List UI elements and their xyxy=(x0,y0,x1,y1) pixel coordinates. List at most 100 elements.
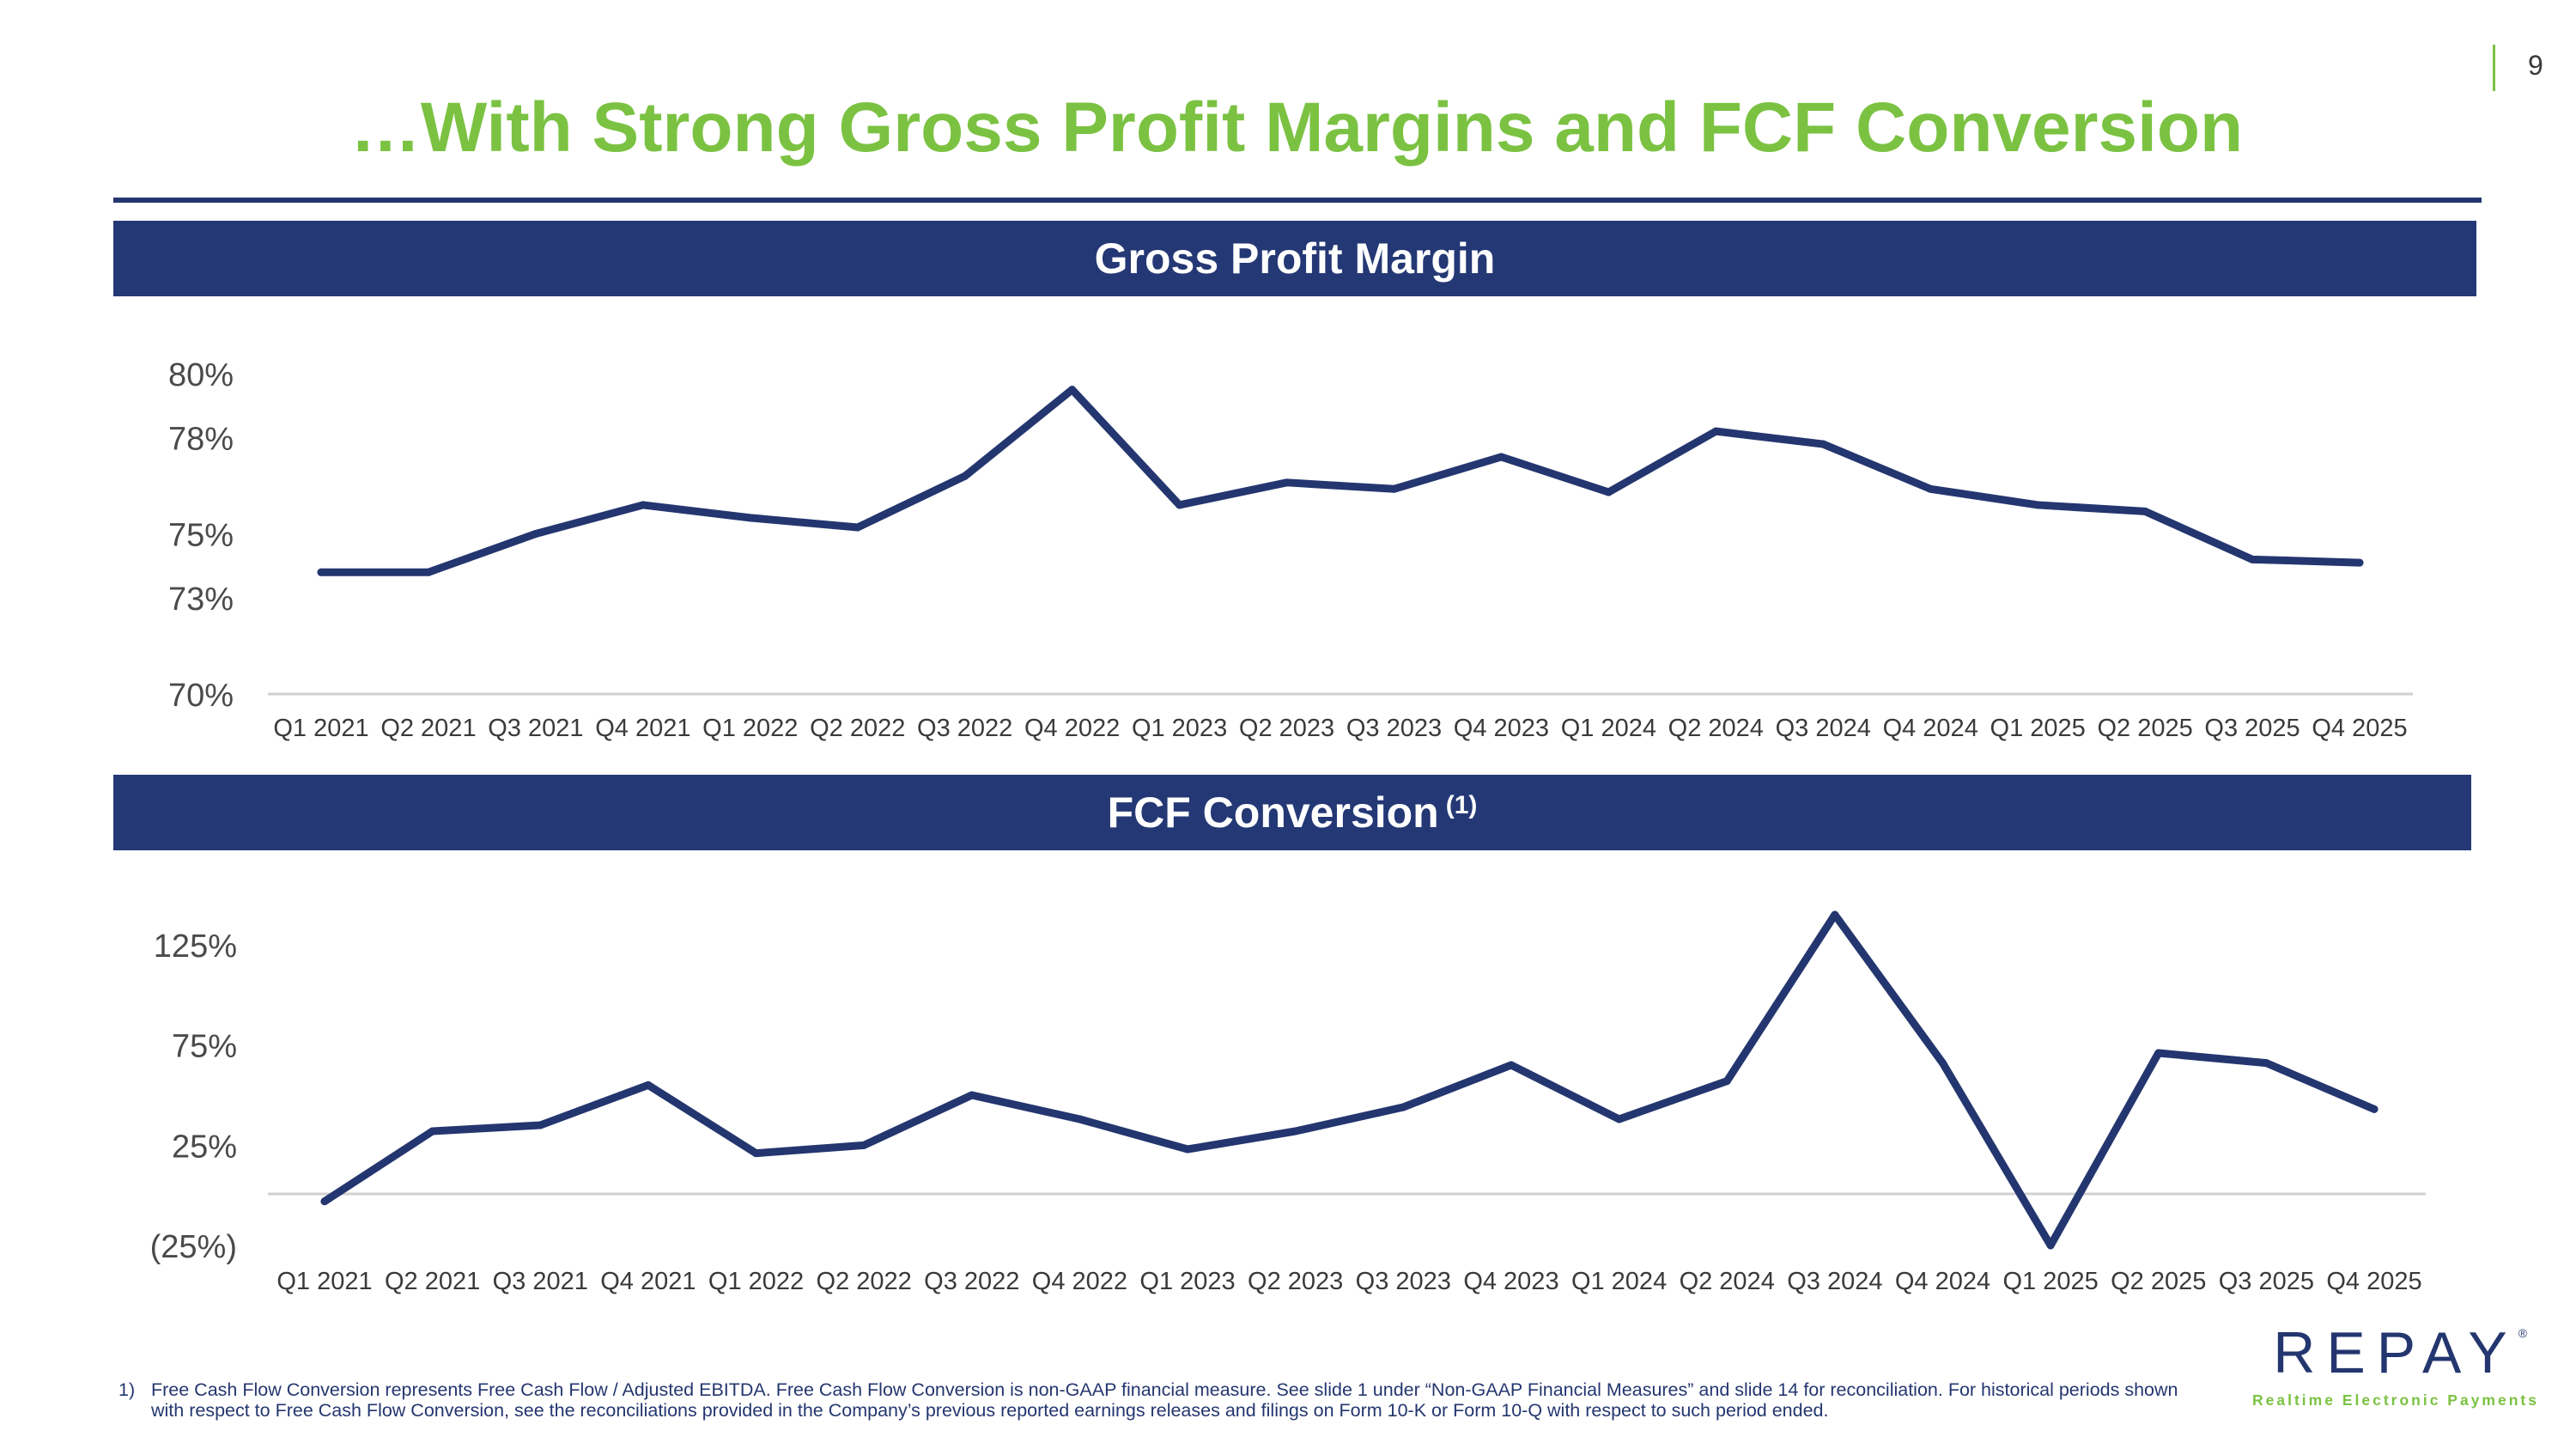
gpm-x-tick-label: Q3 2025 xyxy=(2204,715,2300,742)
fcf-conversion-chart: (25%) 25% 75% 125% Q1 2021 Q2 2021 Q3 2021 Q4 2… xyxy=(150,910,2426,1295)
fcf-data-point xyxy=(860,1141,868,1149)
gpm-data-point xyxy=(532,530,540,538)
gpm-data-point xyxy=(1711,427,1720,435)
gpm-x-tick-label: Q1 2024 xyxy=(1561,715,1656,742)
fcf-x-tick-label: Q3 2022 xyxy=(924,1268,1019,1295)
fcf-x-tick-label: Q4 2023 xyxy=(1463,1268,1558,1295)
slide-title: …With Strong Gross Profit Margins and FC… xyxy=(349,88,2244,167)
gpm-x-tick-label: Q2 2024 xyxy=(1668,715,1764,742)
fcf-data-point xyxy=(2046,1241,2055,1250)
fcf-data-point xyxy=(428,1127,437,1135)
fcf-data-point xyxy=(2154,1049,2163,1057)
gpm-data-point xyxy=(2033,501,2042,509)
gpm-x-tick-label: Q1 2023 xyxy=(1132,715,1227,742)
fcf-data-point xyxy=(752,1149,761,1158)
fcf-x-tick-label: Q2 2025 xyxy=(2111,1268,2206,1295)
fcf-data-point xyxy=(1938,1059,1947,1068)
title-rule xyxy=(113,198,2482,203)
fcf-x-tick-label: Q1 2025 xyxy=(2002,1268,2098,1295)
gpm-x-tick-label: Q1 2025 xyxy=(1990,715,2086,742)
footnote: 1) Free Cash Flow Conversion represents … xyxy=(118,1379,2214,1421)
fcf-conversion-label: FCF Conversion xyxy=(1107,788,1439,837)
gpm-x-tick-label: Q3 2023 xyxy=(1346,715,1442,742)
fcf-x-tick-label: Q1 2022 xyxy=(708,1268,804,1295)
gpm-x-tick-label: Q3 2024 xyxy=(1776,715,1871,742)
logo-wordmark: REPAY xyxy=(2273,1320,2518,1385)
fcf-data-point xyxy=(1183,1145,1192,1154)
fcf-x-tick-label: Q1 2024 xyxy=(1571,1268,1667,1295)
gpm-data-point xyxy=(639,501,647,509)
gpm-data-point xyxy=(1926,484,1935,493)
fcf-x-tick-label: Q1 2023 xyxy=(1139,1268,1235,1295)
gpm-data-point xyxy=(1283,478,1291,487)
gpm-x-tick-label: Q2 2025 xyxy=(2097,715,2192,742)
fcf-x-tick-label: Q2 2022 xyxy=(817,1268,912,1295)
gpm-data-point xyxy=(1819,440,1827,448)
gpm-x-tick-label: Q2 2021 xyxy=(380,715,476,742)
logo-tagline: Realtime Electronic Payments xyxy=(2252,1391,2539,1409)
gross-profit-margin-label: Gross Profit Margin xyxy=(1094,234,1496,283)
page-number: 9 xyxy=(2528,50,2543,81)
gpm-data-point xyxy=(2141,507,2149,515)
gpm-series-line xyxy=(317,386,2364,576)
fcf-data-point xyxy=(1399,1103,1407,1111)
fcf-y-tick-label: 25% xyxy=(172,1129,237,1165)
gpm-data-point xyxy=(746,514,755,522)
fcf-data-point xyxy=(1615,1115,1624,1123)
fcf-x-tick-label: Q2 2024 xyxy=(1680,1268,1775,1295)
fcf-x-tick-label: Q3 2024 xyxy=(1787,1268,1882,1295)
fcf-data-point xyxy=(1831,910,1839,919)
page-number-divider xyxy=(2493,45,2495,91)
fcf-y-tick-label: (25%) xyxy=(150,1229,237,1265)
fcf-x-tick-label: Q3 2025 xyxy=(2219,1268,2314,1295)
fcf-x-tick-label: Q2 2021 xyxy=(385,1268,480,1295)
gpm-x-tick-label: Q1 2021 xyxy=(273,715,368,742)
gpm-data-point xyxy=(424,568,433,576)
gpm-data-point xyxy=(2248,555,2257,563)
gross-profit-margin-chart: 70% 73% 75% 78% 80% Q1 2021 Q2 2021 Q3 2021 Q4 2… xyxy=(168,357,2413,742)
gpm-x-tick-label: Q3 2022 xyxy=(917,715,1012,742)
gpm-y-tick-label: 78% xyxy=(168,422,234,458)
footnote-text: Free Cash Flow Conversion represents Fre… xyxy=(151,1379,2178,1422)
gpm-data-point xyxy=(1068,386,1077,394)
footnote-number: 1) xyxy=(118,1379,136,1400)
gpm-data-point xyxy=(961,472,969,480)
gpm-x-tick-label: Q4 2023 xyxy=(1454,715,1549,742)
gpm-x-tick-label: Q2 2022 xyxy=(810,715,905,742)
gross-profit-margin-header: Gross Profit Margin xyxy=(113,221,2476,296)
gpm-data-point xyxy=(1604,488,1613,496)
fcf-x-tick-label: Q3 2023 xyxy=(1356,1268,1451,1295)
gpm-x-tick-label: Q4 2021 xyxy=(595,715,690,742)
fcf-y-tick-label: 75% xyxy=(172,1029,237,1065)
gpm-data-point xyxy=(854,523,862,532)
gpm-data-point xyxy=(1176,501,1184,509)
fcf-data-point xyxy=(1507,1061,1516,1069)
gpm-data-point xyxy=(1497,453,1505,461)
gpm-data-point xyxy=(317,568,325,576)
fcf-data-point xyxy=(1291,1127,1300,1135)
gpm-y-tick-label: 70% xyxy=(168,678,234,714)
fcf-x-tick-label: Q2 2023 xyxy=(1248,1268,1343,1295)
fcf-x-tick-label: Q4 2025 xyxy=(2326,1268,2421,1295)
fcf-data-point xyxy=(2370,1105,2379,1113)
repay-logo-icon: REPAY ® xyxy=(2233,1319,2559,1386)
fcf-series-line xyxy=(320,910,2379,1250)
fcf-data-point xyxy=(320,1197,329,1206)
fcf-x-tick-label: Q4 2021 xyxy=(600,1268,696,1295)
repay-logo: REPAY ® Realtime Electronic Payments xyxy=(2233,1319,2559,1409)
fcf-x-tick-label: Q4 2024 xyxy=(1895,1268,1990,1295)
gpm-x-tick-label: Q1 2022 xyxy=(702,715,798,742)
fcf-data-point xyxy=(644,1081,653,1089)
fcf-x-tick-label: Q3 2021 xyxy=(493,1268,588,1295)
gpm-data-point xyxy=(1389,484,1398,493)
gpm-data-point xyxy=(2355,558,2364,567)
logo-registered: ® xyxy=(2518,1326,2528,1340)
fcf-data-point xyxy=(536,1121,544,1129)
gpm-y-tick-label: 73% xyxy=(168,581,234,618)
gpm-x-tick-label: Q4 2025 xyxy=(2312,715,2407,742)
fcf-data-point xyxy=(2262,1059,2270,1068)
gpm-x-tick-label: Q2 2023 xyxy=(1239,715,1334,742)
fcf-x-tick-label: Q1 2021 xyxy=(276,1268,372,1295)
fcf-x-tick-label: Q4 2022 xyxy=(1032,1268,1127,1295)
fcf-conversion-header: FCF Conversion (1) xyxy=(113,775,2471,850)
